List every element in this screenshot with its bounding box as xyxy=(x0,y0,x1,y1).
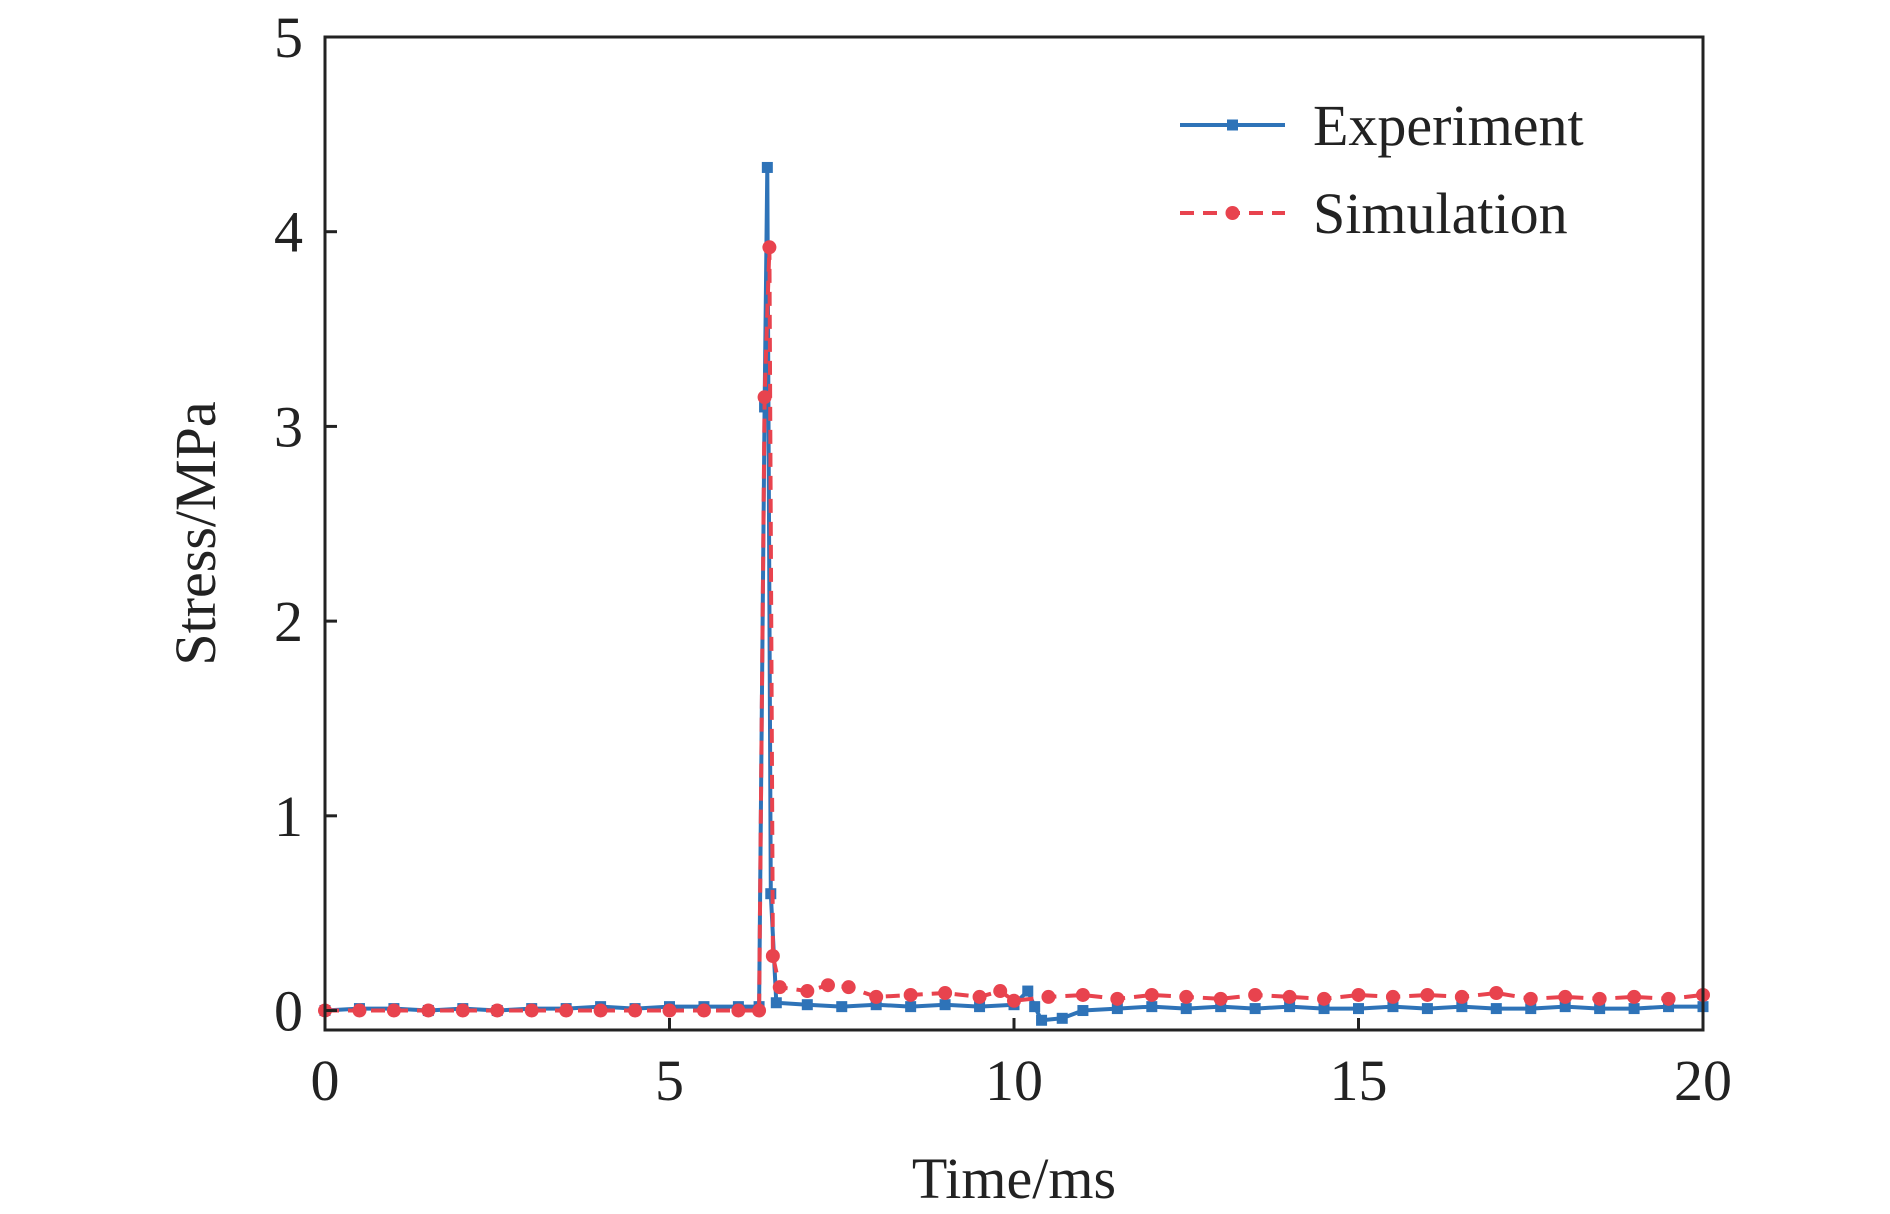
experiment-point xyxy=(1559,1001,1571,1013)
simulation-point xyxy=(1144,987,1159,1002)
legend: Experiment Simulation xyxy=(1180,93,1584,246)
simulation-point xyxy=(1523,991,1538,1006)
experiment-point xyxy=(939,999,951,1011)
simulation-point xyxy=(421,1003,436,1018)
simulation-point xyxy=(1075,987,1090,1002)
experiment-point xyxy=(1056,1012,1068,1024)
x-tick-label: 0 xyxy=(311,1048,340,1113)
simulation-point xyxy=(903,987,918,1002)
simulation-point xyxy=(1558,989,1573,1004)
simulation-point xyxy=(455,1003,470,1018)
simulation-point xyxy=(559,1003,574,1018)
y-tick-label: 1 xyxy=(274,784,303,849)
simulation-point xyxy=(1213,991,1228,1006)
axes: 0 5 10 15 20 0 1 2 3 4 5 Time/ms Stress/MPa xyxy=(163,5,1732,1211)
experiment-point xyxy=(761,161,773,173)
simulation-point xyxy=(1351,987,1366,1002)
simulation-point xyxy=(662,1003,677,1018)
x-tick-label: 15 xyxy=(1330,1048,1388,1113)
experiment-point xyxy=(1490,1003,1502,1015)
simulation-point xyxy=(762,240,777,255)
experiment-point xyxy=(974,1001,986,1013)
simulation-point xyxy=(1627,989,1642,1004)
simulation-point xyxy=(524,1003,539,1018)
experiment-point xyxy=(1215,1001,1227,1013)
experiment-point xyxy=(1628,1003,1640,1015)
simulation-point xyxy=(1248,987,1263,1002)
simulation-point xyxy=(757,390,772,405)
x-tick-label: 10 xyxy=(985,1048,1043,1113)
experiment-point xyxy=(1387,1001,1399,1013)
legend-marker xyxy=(1227,119,1238,131)
simulation-point xyxy=(593,1003,608,1018)
simulation-point xyxy=(352,1003,367,1018)
simulation-point xyxy=(696,1003,711,1018)
experiment-point xyxy=(1525,1003,1537,1015)
simulation-point xyxy=(731,1003,746,1018)
simulation-point xyxy=(386,1003,401,1018)
x-tick-label: 5 xyxy=(655,1048,684,1113)
simulation-point xyxy=(1385,989,1400,1004)
simulation-point xyxy=(993,984,1008,999)
experiment-point xyxy=(1456,1001,1468,1013)
experiment-point xyxy=(1077,1005,1089,1017)
plot-area xyxy=(318,161,1710,1026)
experiment-point xyxy=(1421,1003,1433,1015)
experiment-point xyxy=(1111,1003,1123,1015)
simulation-point xyxy=(772,980,787,995)
simulation-point xyxy=(841,980,856,995)
y-tick-label: 3 xyxy=(274,394,303,459)
simulation-point xyxy=(820,978,835,993)
y-tick-label: 0 xyxy=(274,979,303,1044)
experiment-point xyxy=(1594,1003,1606,1015)
experiment-point xyxy=(1029,1001,1041,1013)
experiment-point xyxy=(770,997,782,1009)
experiment-point xyxy=(1146,1001,1158,1013)
y-tick-label: 2 xyxy=(274,589,303,654)
experiment-point xyxy=(905,1001,917,1013)
experiment-point xyxy=(1663,1001,1675,1013)
simulation-point xyxy=(490,1003,505,1018)
legend-marker xyxy=(1225,206,1240,220)
simulation-point xyxy=(869,989,884,1004)
x-axis-label: Time/ms xyxy=(912,1146,1116,1211)
simulation-point xyxy=(1041,989,1056,1004)
experiment-point xyxy=(1318,1003,1330,1015)
simulation-point xyxy=(800,984,815,999)
simulation-point xyxy=(1317,991,1332,1006)
series-simulation xyxy=(318,240,1710,1018)
x-tick-label: 20 xyxy=(1674,1048,1732,1113)
y-axis-label: Stress/MPa xyxy=(163,401,228,665)
simulation-point xyxy=(752,1003,767,1018)
simulation-point xyxy=(1454,989,1469,1004)
experiment-point xyxy=(1284,1001,1296,1013)
simulation-point xyxy=(1110,991,1125,1006)
simulation-point xyxy=(1489,986,1504,1001)
simulation-point xyxy=(938,986,953,1001)
legend-item-experiment: Experiment xyxy=(1180,93,1584,158)
experiment-point xyxy=(1022,985,1034,997)
simulation-point xyxy=(972,989,987,1004)
experiment-point xyxy=(1036,1014,1048,1026)
y-tick-label: 4 xyxy=(274,200,303,265)
simulation-point xyxy=(1179,989,1194,1004)
experiment-point xyxy=(1249,1003,1261,1015)
simulation-point xyxy=(1282,989,1297,1004)
legend-item-simulation: Simulation xyxy=(1180,181,1568,246)
experiment-point xyxy=(801,999,813,1011)
experiment-point xyxy=(870,999,882,1011)
y-tick-label: 5 xyxy=(274,5,303,70)
simulation-point xyxy=(1661,991,1676,1006)
simulation-point xyxy=(765,949,780,964)
simulation-point xyxy=(628,1003,643,1018)
legend-label: Simulation xyxy=(1313,181,1568,246)
legend-label: Experiment xyxy=(1313,93,1584,158)
simulation-point xyxy=(1007,993,1021,1008)
simulation-point xyxy=(1592,991,1607,1006)
experiment-point xyxy=(1353,1003,1364,1015)
simulation-point xyxy=(1420,987,1435,1002)
experiment-point xyxy=(1180,1003,1192,1015)
experiment-point xyxy=(836,1001,848,1013)
